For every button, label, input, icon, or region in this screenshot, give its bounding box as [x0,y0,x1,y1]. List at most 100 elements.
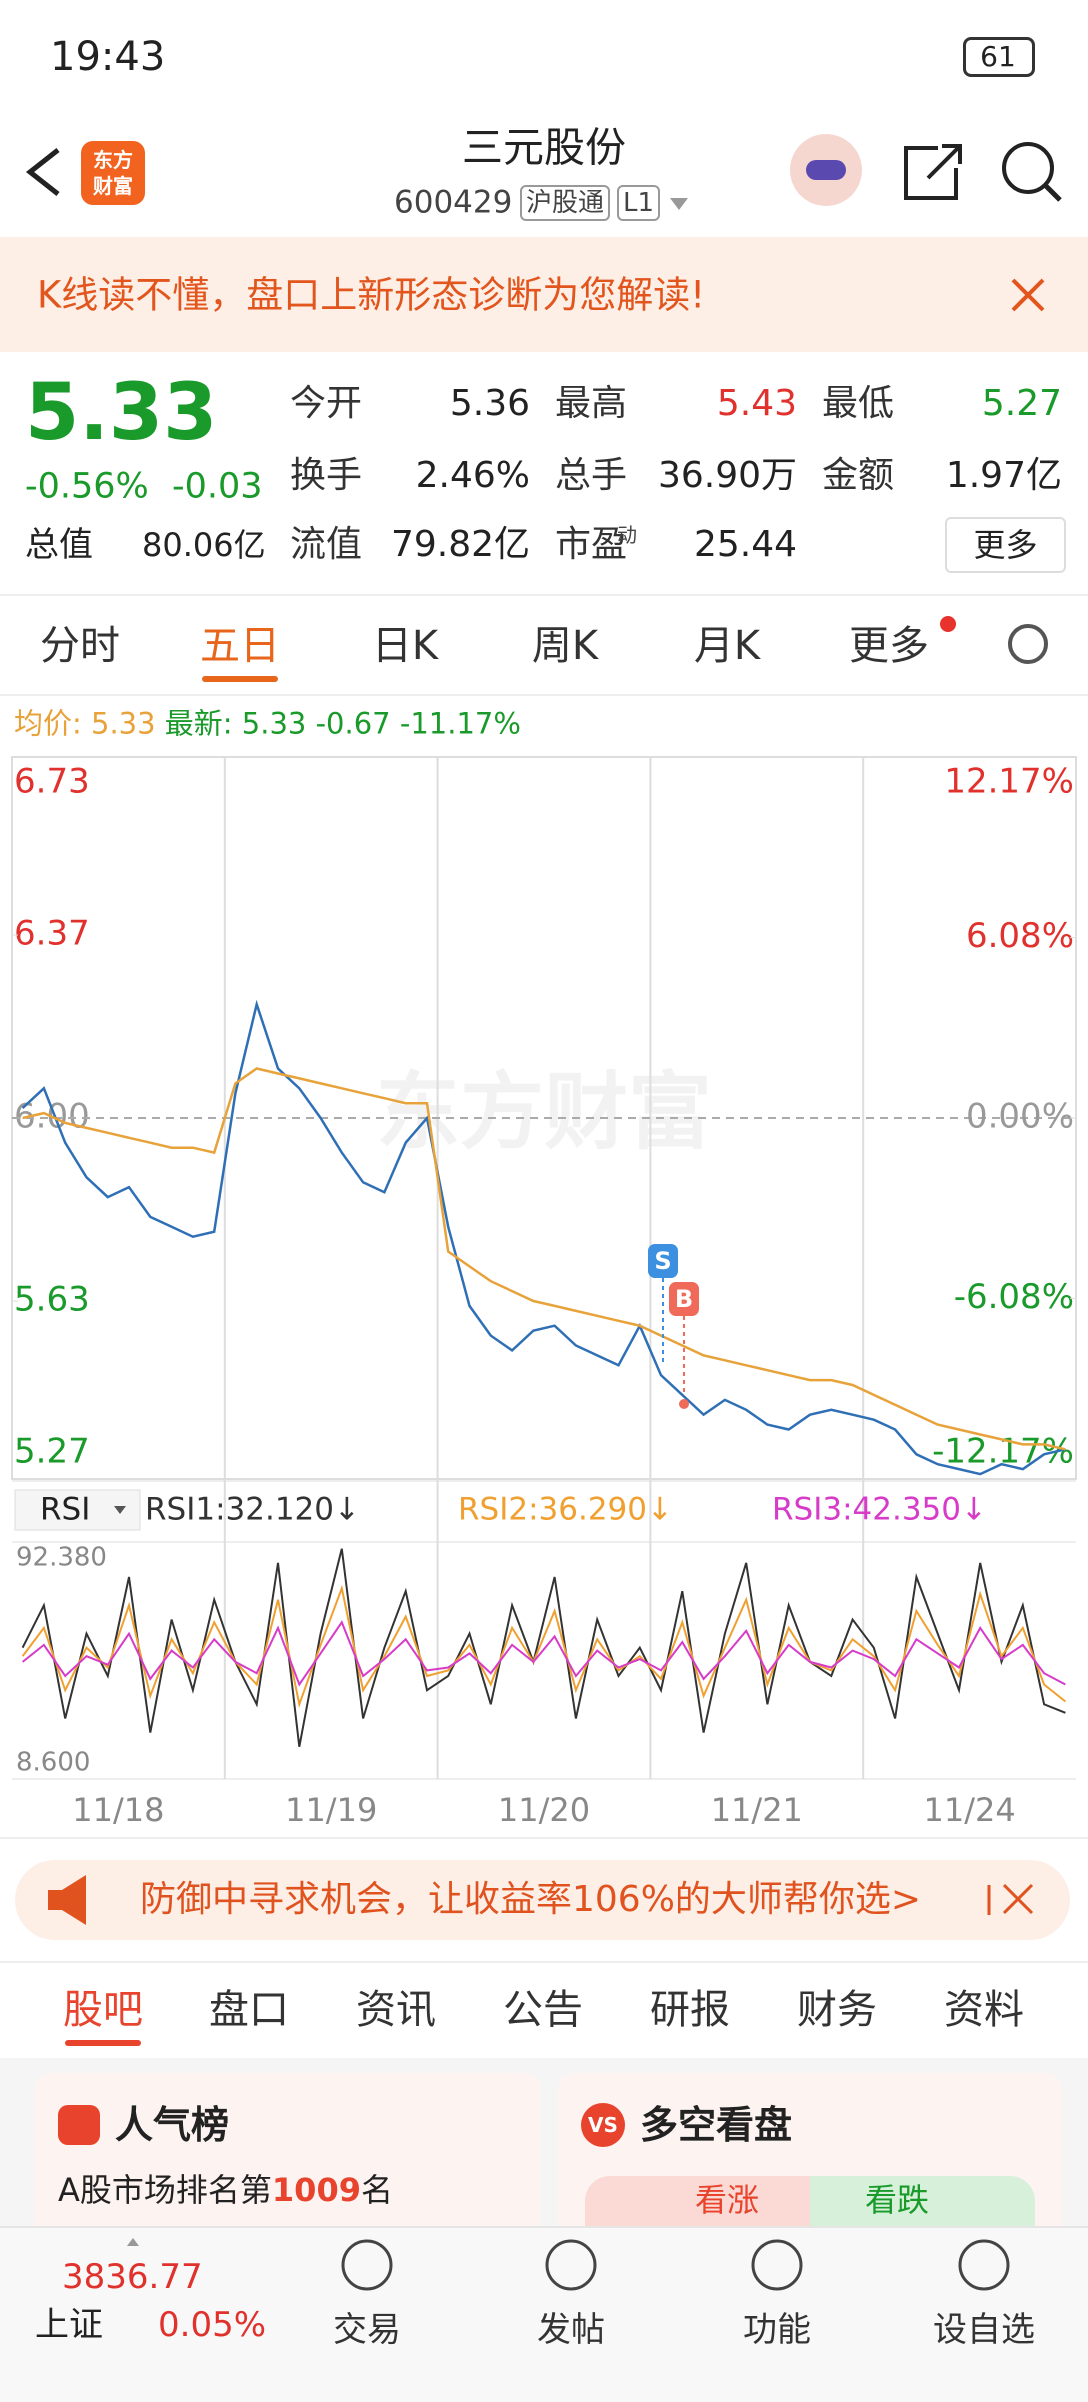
logo-text: 东方 [93,148,133,172]
nav-label[interactable]: 功能 [743,2310,811,2350]
tab[interactable]: 日K [371,623,439,669]
buy-point [679,1399,689,1409]
field-label: 金额 [822,455,895,496]
rsi-selector-label: RSI [40,1492,90,1528]
field-value: 1.97亿 [945,455,1062,496]
y2-tick-label: 6.08% [966,916,1074,956]
index-value[interactable]: 3836.77 [62,2257,203,2297]
section-tab[interactable]: 股吧 [63,1987,143,2033]
total-value: 80.06亿 [142,526,266,564]
tab[interactable]: 月K [693,623,761,669]
up-button[interactable] [585,2176,810,2226]
field-label: 换手 [290,455,363,496]
rsi-selector [14,1489,141,1531]
nav-label[interactable]: 交易 [333,2310,401,2350]
field-value: 5.43 [716,383,797,424]
promo-icon [48,1875,86,1925]
y-tick-label: 6.73 [14,762,90,802]
rank: 1009 [271,2171,361,2209]
rank-text: A股市场排名第 [58,2171,272,2209]
section-underline [65,2040,141,2046]
y2-tick-label: 0.00% [966,1097,1074,1137]
down-button[interactable] [810,2176,1035,2226]
legend-value: 5.33 [91,706,156,741]
field-value: 36.90万 [657,455,797,496]
index-name[interactable]: 上证 [35,2305,103,2345]
field-label: 最低 [822,383,895,424]
y-tick-label: 5.27 [14,1432,90,1472]
index-change[interactable]: 0.05% [158,2305,267,2345]
pe-sup: 动 [617,523,637,547]
trade-marker [669,1282,699,1316]
series-line [21,1620,1066,1687]
field-value: 2.46% [415,455,530,496]
robot-face [806,160,846,180]
divider [0,594,1088,596]
logo[interactable] [81,141,145,205]
legend-value: -11.17% [399,706,521,741]
x-tick-label: 11/18 [72,1791,164,1829]
back-icon [25,148,60,196]
series-line [21,1548,1066,1747]
tab[interactable]: 五日 [200,623,280,669]
card-title: 人气榜 [115,2103,230,2147]
y2-tick-label: 12.17% [944,762,1074,802]
banner[interactable] [0,237,1088,352]
vs-icon: VS [581,2103,625,2147]
up-label[interactable]: 看涨 [694,2181,760,2219]
section-tab[interactable]: 财务 [797,1987,877,2033]
divider [0,694,1088,696]
nav-label[interactable]: 发帖 [537,2310,605,2350]
field-label: 总手 [555,455,628,496]
down-label[interactable]: 看跌 [864,2181,930,2219]
change-pct: -0.56% [25,466,149,507]
field-label: 最高 [555,383,628,424]
field-label: 流值 [290,524,363,565]
battery-level: 61 [980,40,1016,73]
logo-text: 财富 [93,174,133,198]
field-value: 5.36 [449,383,530,424]
nav-icon [958,2239,1010,2291]
legend-label: 均价: [14,706,82,741]
nav-icon [341,2239,393,2291]
banner-text[interactable]: K线读不懂，盘口上新形态诊断为您解读! [37,273,706,317]
change: -0.03 [172,466,263,507]
tab-underline [202,676,278,682]
price: 5.33 [25,368,218,458]
tab[interactable]: 周K [531,623,599,669]
section-tab[interactable]: 公告 [503,1987,583,2033]
field-value: 79.82亿 [390,524,530,565]
more-button[interactable]: 更多 [945,517,1066,573]
promo[interactable] [15,1860,1070,1940]
legend-entry: RSI1:32.120↓ [145,1492,360,1528]
nav-icon [751,2239,803,2291]
y-tick-label: 6.37 [14,914,90,954]
total-value-label: 总值 [25,525,93,565]
series-line [21,1584,1067,1709]
card-title: 多空看盘 [640,2103,793,2147]
section-tab[interactable]: 研报 [650,1987,730,2033]
tab[interactable]: 分时 [40,623,120,669]
popularity-card[interactable] [35,2073,540,2226]
field-value: 5.27 [981,383,1062,424]
section-tab[interactable]: 资料 [944,1987,1024,2033]
status-time: 19:43 [50,34,166,80]
section-tab[interactable]: 盘口 [209,1987,289,2033]
field-value: 25.44 [693,524,797,565]
chart-legend: 均价: 5.33 最新: 5.33 -0.67 -11.17% [14,706,521,741]
rank-text: 名 [360,2171,393,2209]
stock-code: 600429 [394,184,513,221]
badge-dot [940,616,956,632]
search-handle [1044,184,1062,202]
nav-label[interactable]: 设自选 [933,2310,1035,2350]
badge: 沪股通 [520,185,611,221]
watermark: 东方财富 [376,1063,712,1161]
tab[interactable]: 更多 [849,623,929,669]
rsi-dropdown [114,1506,126,1514]
legend-entry: RSI2:36.290↓ [458,1492,673,1528]
section-tab[interactable]: 资讯 [356,1987,436,2033]
x-tick-label: 11/24 [923,1791,1015,1829]
series-line [21,999,1066,1476]
promo-text[interactable]: 防御中寻求机会，让收益率106%的大师帮你选> [140,1879,922,1920]
